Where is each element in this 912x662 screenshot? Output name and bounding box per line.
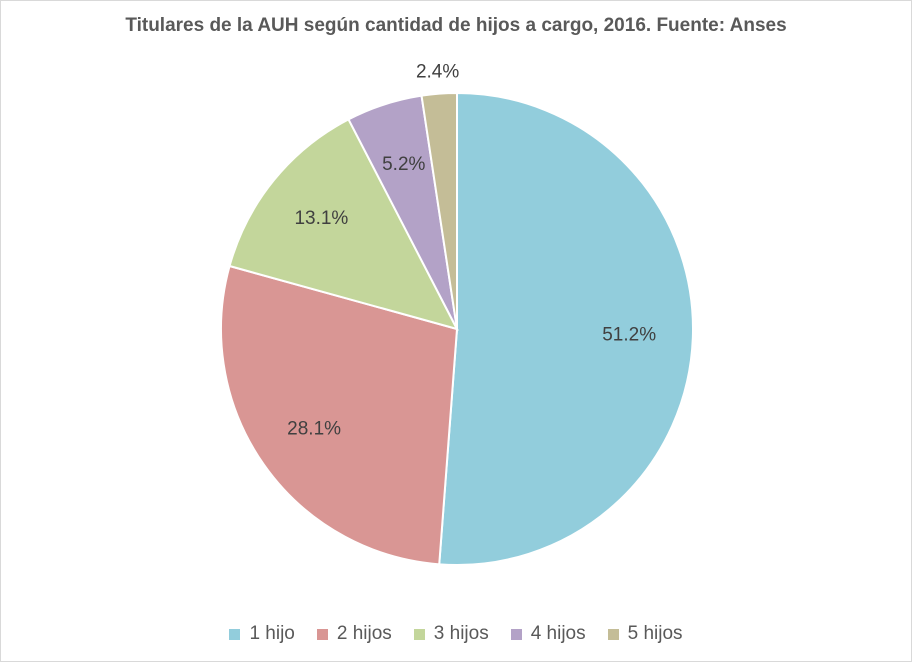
data-label-2: 28.1% bbox=[287, 418, 341, 439]
legend-item-5: 5 hijos bbox=[607, 623, 683, 645]
legend-item-3: 3 hijos bbox=[413, 623, 489, 645]
chart-legend: 1 hijo 2 hijos 3 hijos 4 hijos 5 hijos bbox=[1, 623, 911, 645]
legend-label-1: 1 hijo bbox=[249, 623, 295, 644]
legend-swatch-4 bbox=[510, 628, 522, 640]
legend-swatch-2 bbox=[316, 628, 328, 640]
data-label-4: 5.2% bbox=[382, 154, 425, 175]
pie-slice-3 bbox=[228, 118, 459, 331]
data-label-5: 2.4% bbox=[416, 62, 459, 83]
legend-swatch-1 bbox=[229, 628, 241, 640]
data-label-1: 51.2% bbox=[602, 325, 656, 346]
pie-slice-2 bbox=[220, 264, 459, 566]
pie-slice-1 bbox=[438, 91, 694, 566]
legend-label-3: 3 hijos bbox=[433, 623, 489, 644]
pie-slice-5 bbox=[420, 91, 458, 330]
legend-label-5: 5 hijos bbox=[627, 623, 683, 644]
chart-title: Titulares de la AUH según cantidad de hi… bbox=[125, 15, 787, 36]
legend-swatch-3 bbox=[413, 628, 425, 640]
legend-swatch-5 bbox=[607, 628, 619, 640]
data-label-3: 13.1% bbox=[294, 208, 348, 229]
legend-label-2: 2 hijos bbox=[336, 623, 392, 644]
legend-label-4: 4 hijos bbox=[530, 623, 586, 644]
legend-item-4: 4 hijos bbox=[510, 623, 586, 645]
legend-item-2: 2 hijos bbox=[316, 623, 392, 645]
legend-item-1: 1 hijo bbox=[229, 623, 295, 645]
